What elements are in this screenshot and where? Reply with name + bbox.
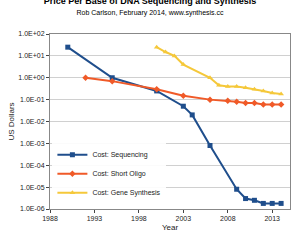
svg-text:1.0E+02: 1.0E+02 <box>18 30 44 37</box>
svg-text:Price Per Base of DNA Sequenci: Price Per Base of DNA Sequencing and Syn… <box>44 0 257 17</box>
svg-text:Cost: Short Oligo: Cost: Short Oligo <box>92 170 145 178</box>
svg-text:1993: 1993 <box>87 215 103 222</box>
svg-text:1.0E-06: 1.0E-06 <box>20 205 45 212</box>
svg-text:1.0E-01: 1.0E-01 <box>20 96 45 103</box>
svg-text:2013: 2013 <box>264 215 280 222</box>
svg-text:1.0E+00: 1.0E+00 <box>18 74 44 81</box>
svg-text:2003: 2003 <box>176 215 192 222</box>
svg-text:1988: 1988 <box>42 215 58 222</box>
svg-text:1.0E+01: 1.0E+01 <box>18 52 44 59</box>
svg-text:1.0E-02: 1.0E-02 <box>20 118 45 125</box>
svg-text:1.0E-04: 1.0E-04 <box>20 162 45 169</box>
svg-text:1.0E-05: 1.0E-05 <box>20 184 45 191</box>
svg-text:Cost: Gene Synthesis: Cost: Gene Synthesis <box>92 189 160 197</box>
svg-text:Cost: Sequencing: Cost: Sequencing <box>92 151 147 159</box>
svg-text:1998: 1998 <box>131 215 147 222</box>
svg-text:Year: Year <box>162 223 179 232</box>
svg-text:US Dollars: US Dollars <box>7 102 16 140</box>
svg-text:2008: 2008 <box>220 215 236 222</box>
svg-text:1.0E-03: 1.0E-03 <box>20 140 45 147</box>
